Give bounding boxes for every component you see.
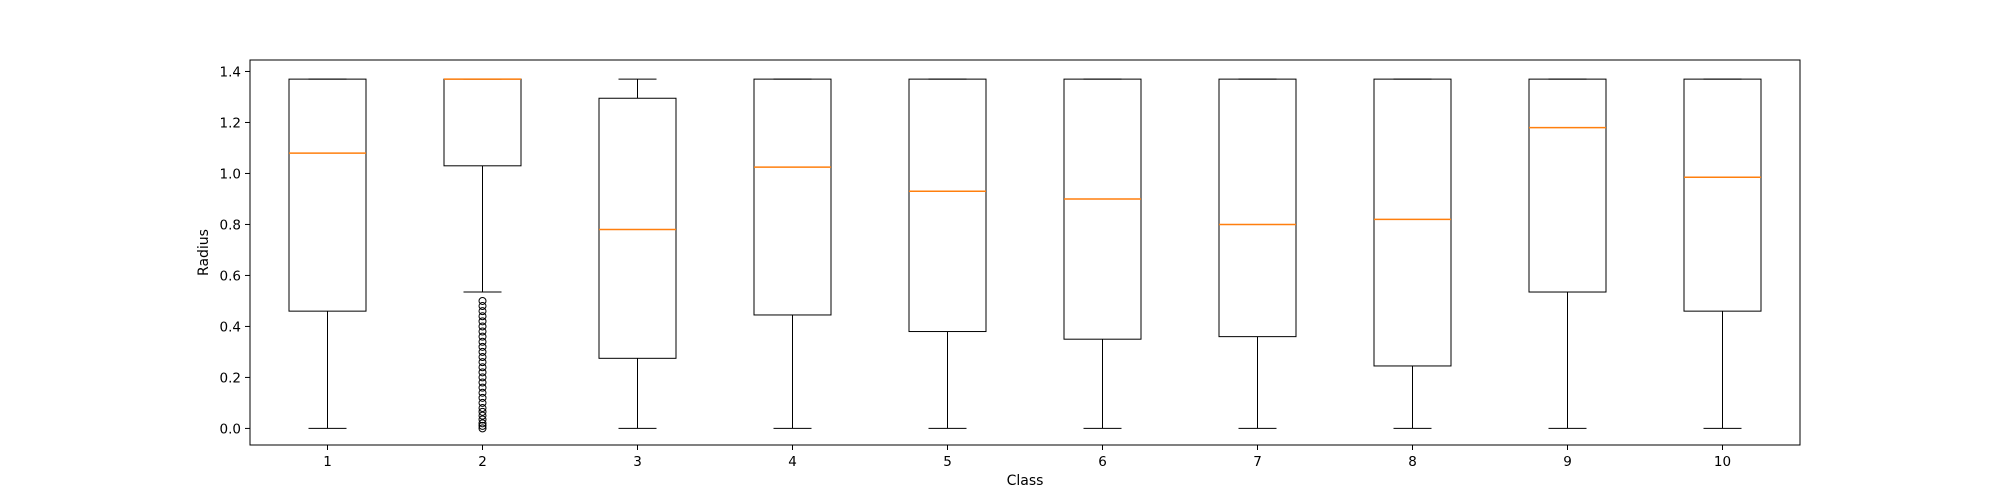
outlier-point xyxy=(478,296,487,305)
y-axis-label: Radius xyxy=(196,229,212,276)
box-group-1 xyxy=(288,78,367,429)
y-tick-label: 0.2 xyxy=(220,370,241,386)
outlier-point xyxy=(478,332,487,341)
outlier-point xyxy=(478,322,487,331)
outlier-point xyxy=(478,358,487,367)
outlier-point xyxy=(478,353,487,362)
x-tick-label: 5 xyxy=(943,454,952,470)
outlier-point xyxy=(478,393,487,402)
x-tick-label: 2 xyxy=(478,454,487,470)
outlier-point xyxy=(478,317,487,326)
outlier-point xyxy=(478,327,487,336)
box-group-3 xyxy=(598,78,677,429)
box-group-7 xyxy=(1218,78,1297,429)
box-group-4 xyxy=(753,78,832,429)
x-tick-label: 10 xyxy=(1714,454,1731,470)
box-group-8 xyxy=(1373,78,1452,429)
outlier-point xyxy=(478,411,487,420)
x-tick-label: 8 xyxy=(1408,454,1417,470)
outlier-point xyxy=(478,378,487,387)
box xyxy=(908,78,987,333)
y-axis: 0.0 0.2 0.4 0.6 0.8 1.0 1.2 1.4 xyxy=(220,64,250,437)
box xyxy=(1683,78,1762,312)
outlier-point xyxy=(478,398,487,407)
box xyxy=(753,78,832,316)
box xyxy=(288,78,367,312)
box xyxy=(1528,78,1607,293)
x-tick-label: 9 xyxy=(1563,454,1572,470)
outlier-point xyxy=(478,404,487,413)
outlier-point xyxy=(478,342,487,351)
outlier-point xyxy=(478,312,487,321)
outlier-point xyxy=(478,347,487,356)
box xyxy=(1218,78,1297,338)
plot-area xyxy=(288,78,1762,433)
outlier-point xyxy=(478,424,487,433)
outlier-point xyxy=(478,407,487,416)
x-tick-label: 3 xyxy=(633,454,642,470)
x-tick-label: 6 xyxy=(1098,454,1107,470)
outlier-point xyxy=(478,368,487,377)
outlier-point xyxy=(478,302,487,311)
y-tick-label: 1.2 xyxy=(220,115,241,131)
x-tick-label: 7 xyxy=(1253,454,1262,470)
outlier-point xyxy=(478,383,487,392)
box xyxy=(1373,78,1452,367)
y-tick-label: 0.4 xyxy=(220,319,241,335)
box xyxy=(598,97,677,359)
box-group-5 xyxy=(908,78,987,429)
y-tick-label: 0.8 xyxy=(220,217,241,233)
outlier-point xyxy=(478,373,487,382)
box-group-6 xyxy=(1063,78,1142,429)
outlier-point xyxy=(478,307,487,316)
outlier-point xyxy=(478,415,487,424)
y-tick-label: 1.4 xyxy=(220,64,241,80)
box-group-10 xyxy=(1683,78,1762,429)
y-tick-label: 0.0 xyxy=(220,421,241,437)
outlier-point xyxy=(478,363,487,372)
x-tick-label: 4 xyxy=(788,454,797,470)
x-tick-label: 1 xyxy=(323,454,332,470)
x-axis: 1 2 3 4 5 6 7 8 9 10 xyxy=(323,445,1731,470)
y-tick-label: 0.6 xyxy=(220,268,241,284)
outlier-point xyxy=(478,419,487,428)
box xyxy=(1063,78,1142,340)
x-axis-label: Class xyxy=(1007,473,1044,489)
axes-frame xyxy=(249,59,1801,446)
outlier-point xyxy=(478,388,487,397)
box-group-9 xyxy=(1528,78,1607,429)
outlier-point xyxy=(478,421,487,430)
y-tick-label: 1.0 xyxy=(220,166,241,182)
outlier-point xyxy=(478,337,487,346)
box-group-2 xyxy=(443,78,522,433)
